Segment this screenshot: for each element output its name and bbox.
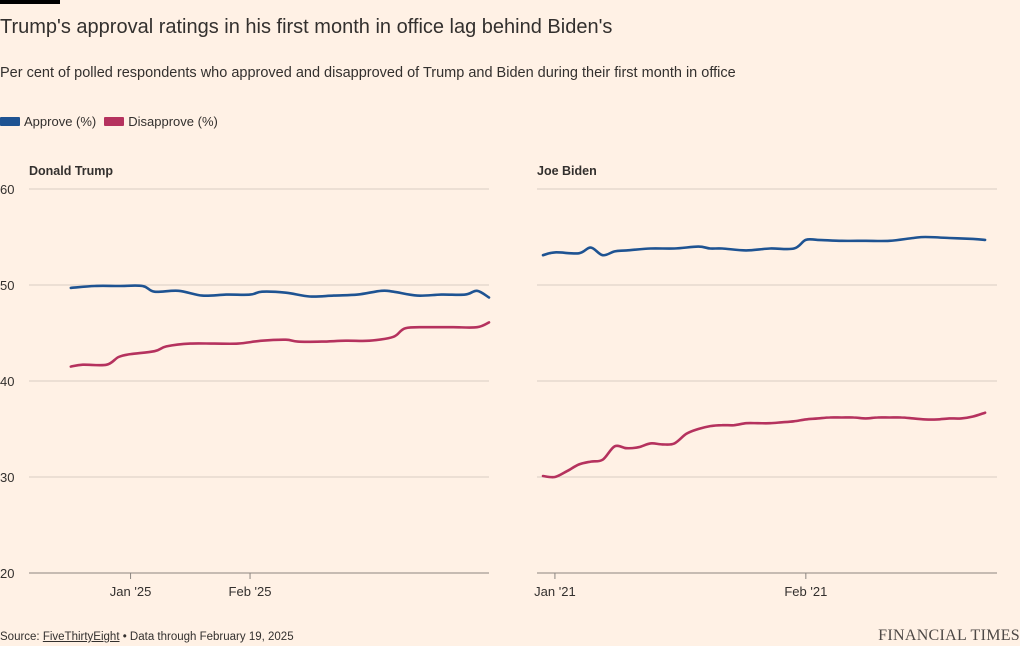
- x-tick-label: Jan '25: [110, 584, 152, 599]
- legend-swatch-disapprove: [104, 117, 125, 126]
- y-tick-label: 40: [0, 374, 14, 389]
- x-tick-label: Feb '21: [784, 584, 827, 599]
- legend-item-disapprove: Disapprove (%): [104, 114, 218, 129]
- legend-swatch-approve: [0, 117, 20, 126]
- legend-label-disapprove: Disapprove (%): [128, 114, 218, 129]
- y-tick-label: 50: [0, 278, 14, 293]
- panel-donald-trump: Donald Trump 20 30 40 50 60 Jan '25 Feb '25: [0, 164, 491, 599]
- approval-charts: Donald Trump 20 30 40 50 60 Jan '25 Feb '25 Joe …: [0, 164, 997, 599]
- panel-joe-biden: Joe Biden Jan '21 Feb '21: [534, 164, 997, 599]
- ft-logo: FINANCIAL TIMES: [878, 627, 1020, 644]
- legend-item-approve: Approve (%): [0, 114, 96, 129]
- panel-title: Joe Biden: [537, 164, 597, 178]
- x-tick-label: Jan '21: [534, 584, 576, 599]
- series-line-disapprove: [541, 411, 987, 479]
- series-line-disapprove: [69, 321, 491, 368]
- y-tick-label: 30: [0, 470, 14, 485]
- brand-accent-bar: [0, 0, 60, 4]
- source-note: Source: FiveThirtyEight • Data through F…: [0, 631, 294, 643]
- x-tick-label: Feb '25: [229, 584, 272, 599]
- source-prefix: Source:: [0, 631, 43, 643]
- legend: Approve (%) Disapprove (%): [0, 114, 226, 129]
- panel-title: Donald Trump: [29, 164, 113, 178]
- y-tick-label: 20: [0, 566, 14, 581]
- series-line-approve: [69, 284, 491, 299]
- chart-title: Trump's approval ratings in his first mo…: [0, 16, 613, 38]
- chart-subtitle: Per cent of polled respondents who appro…: [0, 65, 736, 81]
- legend-label-approve: Approve (%): [24, 114, 97, 129]
- source-link[interactable]: FiveThirtyEight: [42, 631, 120, 643]
- y-tick-label: 60: [0, 182, 14, 197]
- series-line-approve: [541, 235, 987, 257]
- source-suffix: • Data through February 19, 2025: [119, 631, 294, 643]
